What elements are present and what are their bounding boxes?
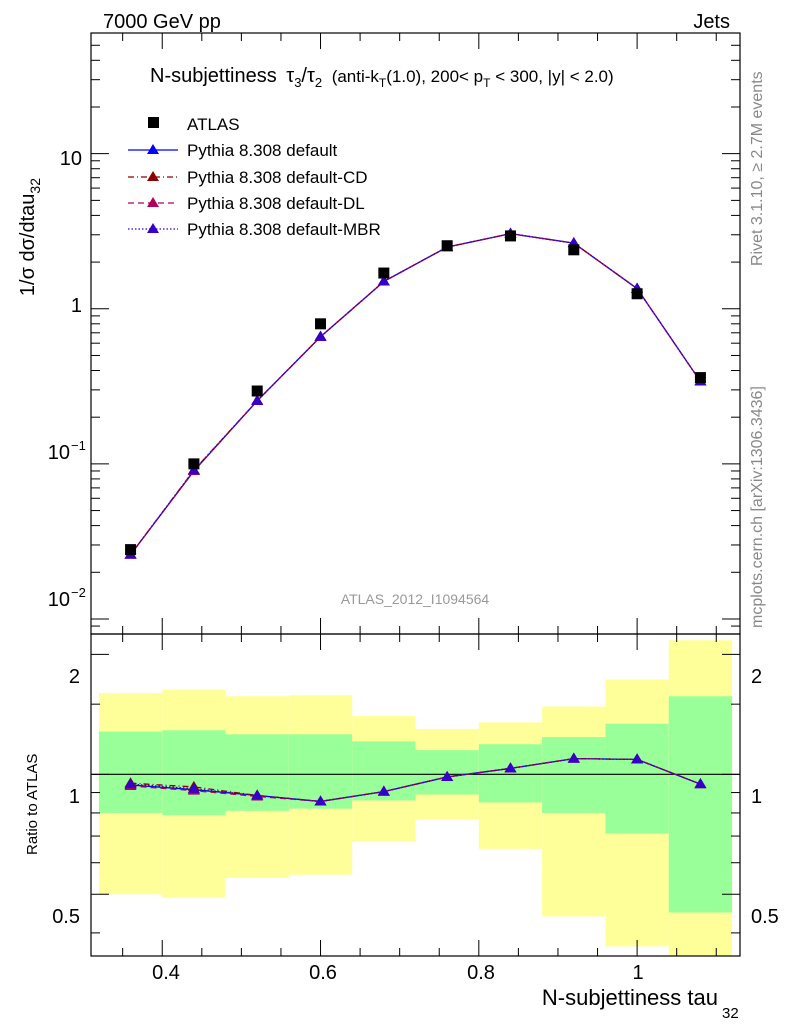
series-marker-mbr [377, 275, 390, 286]
main-plot-marks [124, 227, 707, 559]
band-inner-bin [542, 737, 606, 813]
ratio-tick-label-0.5-left: 0.5 [52, 906, 80, 928]
ratio-marker-mbr [631, 753, 644, 764]
legend-label-cd: Pythia 8.308 default-CD [187, 168, 368, 187]
main-y-tick-labels: 10 1 10 −1 10 −2 [48, 148, 86, 611]
plot-title-main: N-subjettiness [150, 65, 277, 87]
data-point-atlas [631, 288, 643, 300]
ratio-tick-label-2-left: 2 [69, 666, 80, 688]
header-left: 7000 GeV pp [103, 11, 221, 33]
x-tick-label-0.4: 0.4 [152, 962, 180, 984]
ratio-marker-mbr [377, 785, 390, 796]
x-tick-label-1: 1 [632, 962, 643, 984]
series-line-default [130, 233, 701, 556]
ratio-y-tick-labels: 2 1 0.5 2 1 0.5 [52, 666, 779, 928]
y-tick-label-10: 10 [60, 148, 82, 170]
data-point-atlas [125, 544, 137, 556]
ratio-line-dl [130, 757, 701, 803]
legend-label-atlas: ATLAS [187, 115, 240, 134]
y-tick-label-0.1-exp: −1 [71, 438, 86, 453]
ratio-line-mbr [130, 757, 701, 803]
series-line-cd [130, 233, 701, 555]
mcplots-label: mcplots.cern.ch [arXiv:1306.3436] [749, 386, 766, 628]
x-axis-label-sub: 32 [722, 1005, 739, 1022]
band-inner-bin [478, 744, 543, 803]
x-tick-label-0.6: 0.6 [309, 962, 337, 984]
y-tick-label-1: 1 [71, 295, 82, 317]
data-point-atlas [568, 244, 580, 256]
legend-marker-atlas [148, 117, 159, 128]
ratio-marker-mbr [124, 778, 137, 789]
band-inner-bin [668, 696, 733, 913]
series-line-dl [130, 233, 701, 556]
ratio-panel [90, 633, 741, 957]
series-marker-mbr [314, 330, 327, 341]
ratio-marker-mbr [314, 795, 327, 806]
data-point-atlas [694, 372, 706, 384]
data-point-atlas [188, 458, 200, 470]
data-point-atlas [315, 318, 327, 330]
band-inner-bin [162, 730, 226, 816]
band-inner-bin [98, 731, 163, 813]
header-right: Jets [693, 11, 730, 33]
data-point-atlas [251, 385, 263, 397]
ratio-frame [90, 633, 741, 957]
x-tick-label-0.8: 0.8 [467, 962, 495, 984]
ratio-plot-marks [91, 640, 740, 956]
legend-marker-cd [147, 171, 159, 181]
ratio-marker-mbr [504, 762, 517, 773]
data-point-atlas [504, 230, 516, 242]
ratio-marker-mbr [187, 782, 200, 793]
rivet-version-label: Rivet 3.1.10, ≥ 2.7M events [749, 71, 766, 266]
plot-title: N-subjettiness τ3/τ2 (anti-kT(1.0), 200<… [150, 65, 614, 92]
y-tick-label-0.01: 10 [48, 589, 70, 611]
data-point-atlas [441, 240, 453, 252]
legend-label-dl: Pythia 8.308 default-DL [187, 194, 365, 213]
series-line-mbr [130, 233, 701, 555]
ratio-marker-mbr [441, 770, 454, 781]
y-tick-label-0.1: 10 [48, 442, 70, 464]
band-inner-bin [605, 723, 669, 834]
ratio-ticks [91, 634, 740, 956]
analysis-label: ATLAS_2012_I1094564 [341, 591, 490, 607]
legend-label-mbr: Pythia 8.308 default-MBR [187, 220, 381, 239]
ratio-tick-label-1-left: 1 [69, 786, 80, 808]
ratio-marker-mbr [251, 789, 264, 800]
legend-marker-mbr [147, 223, 159, 233]
ratio-tick-label-0.5-right: 0.5 [751, 906, 779, 928]
x-tick-labels: 0.4 0.6 0.8 1 [152, 962, 643, 984]
legend-label-default: Pythia 8.308 default [187, 141, 338, 160]
y-axis-label-main: 1/σ dσ/dtau32 [17, 178, 43, 296]
data-point-atlas [378, 267, 390, 279]
series-marker-mbr [251, 394, 264, 405]
ratio-tick-label-1-right: 1 [751, 786, 762, 808]
y-tick-label-0.01-exp: −2 [71, 585, 86, 600]
ratio-marker-mbr [567, 752, 580, 763]
main-panel: N-subjettiness τ3/τ2 (anti-kT(1.0), 200<… [90, 32, 741, 635]
ratio-marker-mbr [694, 778, 707, 789]
legend: ATLAS Pythia 8.308 default Pythia 8.308 … [128, 115, 381, 239]
legend-marker-dl [147, 197, 159, 207]
ratio-tick-label-2-right: 2 [751, 666, 762, 688]
x-axis-label: N-subjettiness tau [542, 985, 718, 1010]
y-axis-label-ratio: Ratio to ATLAS [24, 754, 41, 855]
legend-marker-default [147, 144, 159, 154]
